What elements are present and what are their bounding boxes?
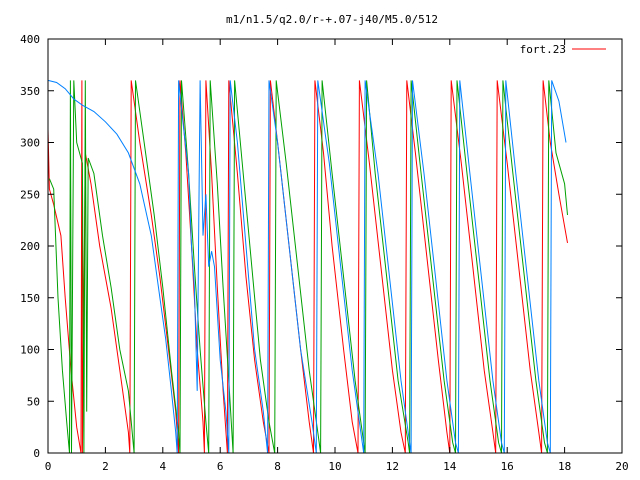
y-tick-label: 300 [20,137,40,150]
legend-label: fort.23 [520,43,566,56]
x-tick-label: 14 [443,460,457,473]
series-layer [47,79,568,454]
y-tick-label: 250 [20,188,40,201]
y-tick-label: 0 [33,447,40,460]
x-tick-label: 20 [615,460,628,473]
axes-layer: 0 2 4 6 8 10 12 14 16 18 2005010015020025030035040… [20,33,629,473]
series-line-2 [48,80,568,454]
chart-title: m1/n1.5/q2.0/r-+.07-j40/M5.0/512 [226,13,438,26]
x-tick-label: 18 [558,460,571,473]
x-tick-label: 6 [217,460,224,473]
y-tick-label: 50 [27,395,40,408]
y-tick-label: 350 [20,85,40,98]
x-tick-label: 8 [274,460,281,473]
y-tick-label: 100 [20,344,40,357]
series-line-3 [47,79,567,454]
x-tick-label: 12 [386,460,399,473]
x-tick-label: 4 [159,460,166,473]
x-tick-label: 10 [328,460,341,473]
x-tick-label: 0 [45,460,52,473]
y-tick-label: 150 [20,292,40,305]
y-tick-label: 400 [20,33,40,46]
y-tick-label: 200 [20,240,40,253]
x-tick-label: 16 [501,460,514,473]
x-tick-label: 2 [102,460,109,473]
legend: fort.23 [520,43,606,56]
